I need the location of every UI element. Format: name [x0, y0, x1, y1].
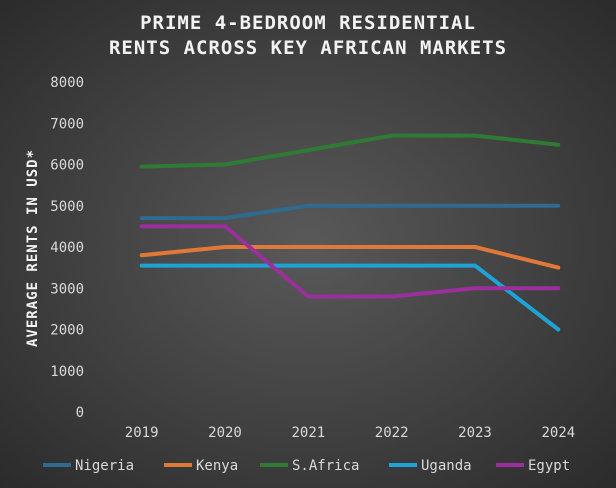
- x-tick-label: 2020: [208, 425, 242, 441]
- series-lines: [139, 133, 561, 332]
- x-axis-ticks: 2019 2020 2021 2022 2023 2024: [125, 425, 575, 441]
- series-line-kenya: [139, 245, 561, 270]
- chart-title-line-2: RENTS ACROSS KEY AFRICAN MARKETS: [109, 37, 507, 59]
- x-tick-label: 2019: [125, 425, 159, 441]
- legend: Nigeria Kenya S.Africa Uganda Egypt: [43, 458, 570, 474]
- y-tick-label: 3000: [50, 281, 84, 297]
- x-tick-label: 2021: [291, 425, 325, 441]
- x-tick-label: 2024: [541, 425, 575, 441]
- y-tick-label: 0: [76, 405, 84, 421]
- y-tick-label: 6000: [50, 158, 84, 174]
- series-line-nigeria: [139, 203, 561, 221]
- legend-label-kenya: Kenya: [196, 458, 238, 474]
- x-tick-label: 2022: [375, 425, 409, 441]
- series-line-egypt: [139, 224, 561, 299]
- y-tick-label: 1000: [50, 364, 84, 380]
- y-tick-label: 4000: [50, 240, 84, 256]
- series-line-uganda: [139, 263, 561, 332]
- legend-label-uganda: Uganda: [421, 458, 472, 474]
- y-tick-label: 7000: [50, 116, 84, 132]
- y-tick-label: 8000: [50, 75, 84, 91]
- y-axis-ticks: 0 1000 2000 3000 4000 5000 6000 7000 8000: [50, 75, 84, 421]
- y-tick-label: 2000: [50, 323, 84, 339]
- x-tick-label: 2023: [458, 425, 492, 441]
- series-line-s-africa: [139, 133, 561, 169]
- y-tick-label: 5000: [50, 199, 84, 215]
- legend-label-egypt: Egypt: [528, 458, 570, 474]
- legend-label-nigeria: Nigeria: [75, 458, 134, 474]
- legend-label-s-africa: S.Africa: [292, 458, 359, 474]
- y-axis-title: AVERAGE RENTS IN USD*: [25, 149, 41, 347]
- chart-title-line-1: PRIME 4-BEDROOM RESIDENTIAL: [140, 12, 476, 34]
